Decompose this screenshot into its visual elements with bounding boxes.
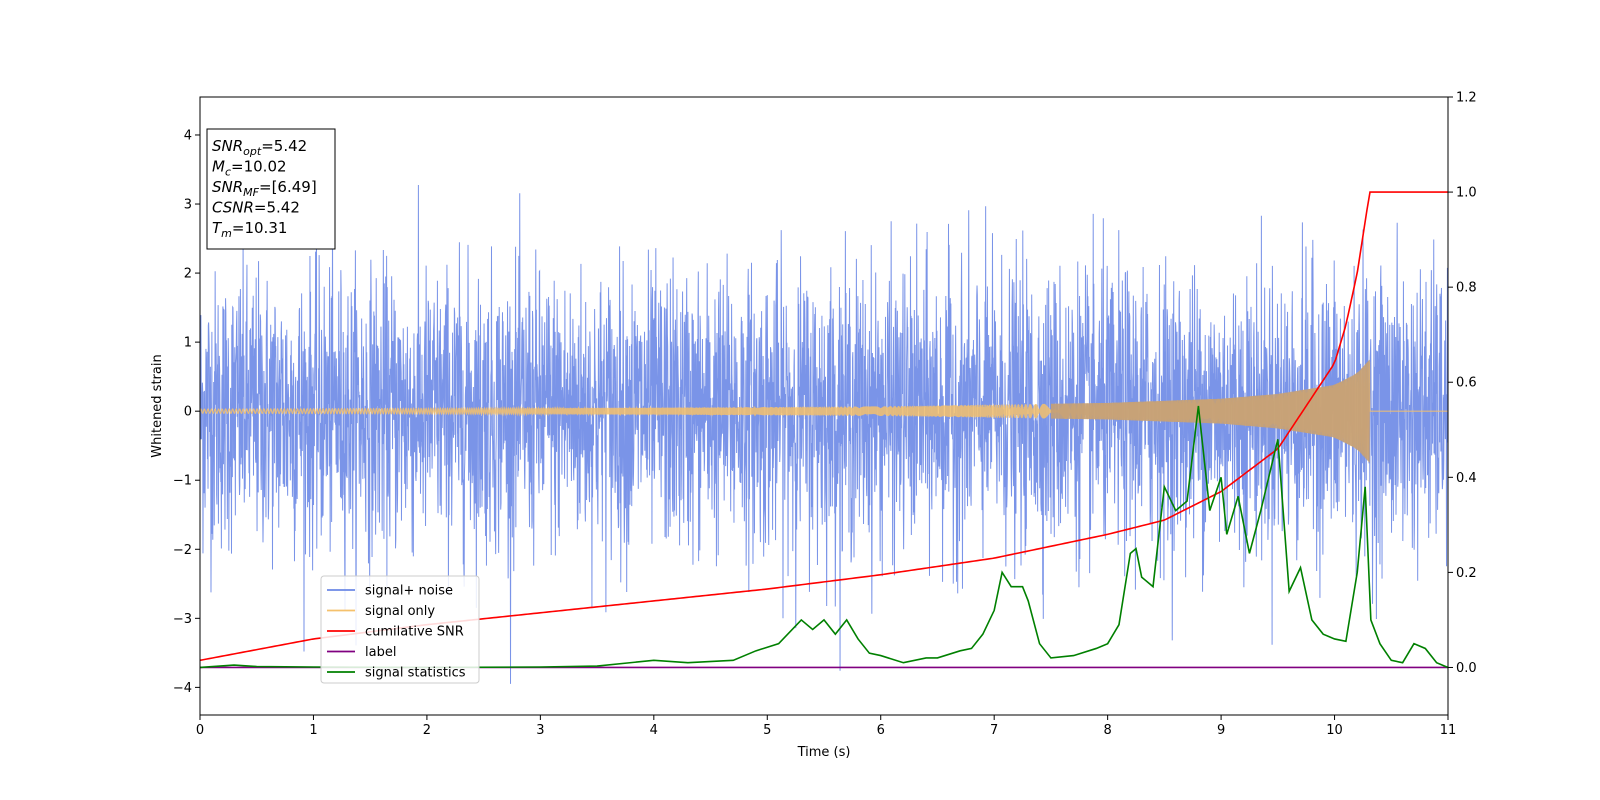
legend: signal+ noise signal only cumilative SNR la… [320, 575, 480, 684]
y2-tick-label: 1.0 [1456, 186, 1477, 201]
y2-tick-label: 0.8 [1456, 281, 1477, 296]
legend-entry: signal statistics [365, 666, 466, 681]
axes: 0 1 2 3 4 5 6 7 8 9 10 11 −4 −3 −2 −1 0 1 2 3 4 0.0 0.2 0.4 0.6 0… [173, 91, 1477, 739]
y-tick-label: −3 [173, 612, 192, 627]
y-tick-label: 1 [184, 336, 192, 351]
annotation-line: SNRMF=[6.49] [212, 178, 317, 199]
annotation-line: Mc=10.02 [212, 158, 287, 179]
y-tick-label: 3 [184, 198, 192, 213]
x-tick-label: 2 [423, 723, 431, 738]
legend-entry: cumilative SNR [365, 625, 464, 640]
plot-frame [199, 96, 1449, 716]
x-tick-label: 0 [196, 723, 204, 738]
x-tick-label: 10 [1326, 723, 1343, 738]
y-tick-label: −1 [173, 474, 192, 489]
signal-envelope [1050, 359, 1370, 463]
x-tick-label: 8 [1103, 723, 1111, 738]
stats-annotation: SNRopt=5.42Mc=10.02SNRMF=[6.49]CSNR=5.42… [206, 128, 336, 250]
x-tick-label: 11 [1440, 723, 1457, 738]
x-tick-label: 3 [536, 723, 544, 738]
annotation-line: CSNR=5.42 [212, 199, 300, 217]
legend-entry: signal+ noise [365, 584, 453, 599]
y-tick-label: 0 [184, 405, 192, 420]
x-axis-label: Time (s) [797, 745, 851, 760]
y-axis-label: Whitened strain [150, 354, 165, 457]
x-tick-label: 4 [650, 723, 658, 738]
y-tick-label: 4 [184, 128, 192, 143]
y-tick-label: −4 [173, 681, 192, 696]
y2-tick-label: 1.2 [1456, 91, 1477, 106]
annotation-frame [206, 128, 336, 250]
y2-tick-label: 0.4 [1456, 471, 1477, 486]
y2-tick-label: 0.0 [1456, 661, 1477, 676]
annotation-line: Tm=10.31 [212, 219, 287, 240]
y2-tick-label: 0.6 [1456, 376, 1477, 391]
legend-entry: label [365, 645, 396, 660]
x-tick-label: 9 [1217, 723, 1225, 738]
x-tick-label: 5 [763, 723, 771, 738]
x-tick-label: 6 [877, 723, 885, 738]
y-tick-label: 2 [184, 267, 192, 282]
legend-entry: signal only [365, 604, 435, 619]
series-signal-statistics [200, 405, 1448, 669]
y-tick-label: −2 [173, 543, 192, 558]
x-tick-label: 1 [309, 723, 317, 738]
legend-frame [320, 575, 480, 684]
annotation-line: SNRopt=5.42 [212, 137, 307, 158]
x-tick-label: 7 [990, 723, 998, 738]
y2-tick-label: 0.2 [1456, 566, 1477, 581]
